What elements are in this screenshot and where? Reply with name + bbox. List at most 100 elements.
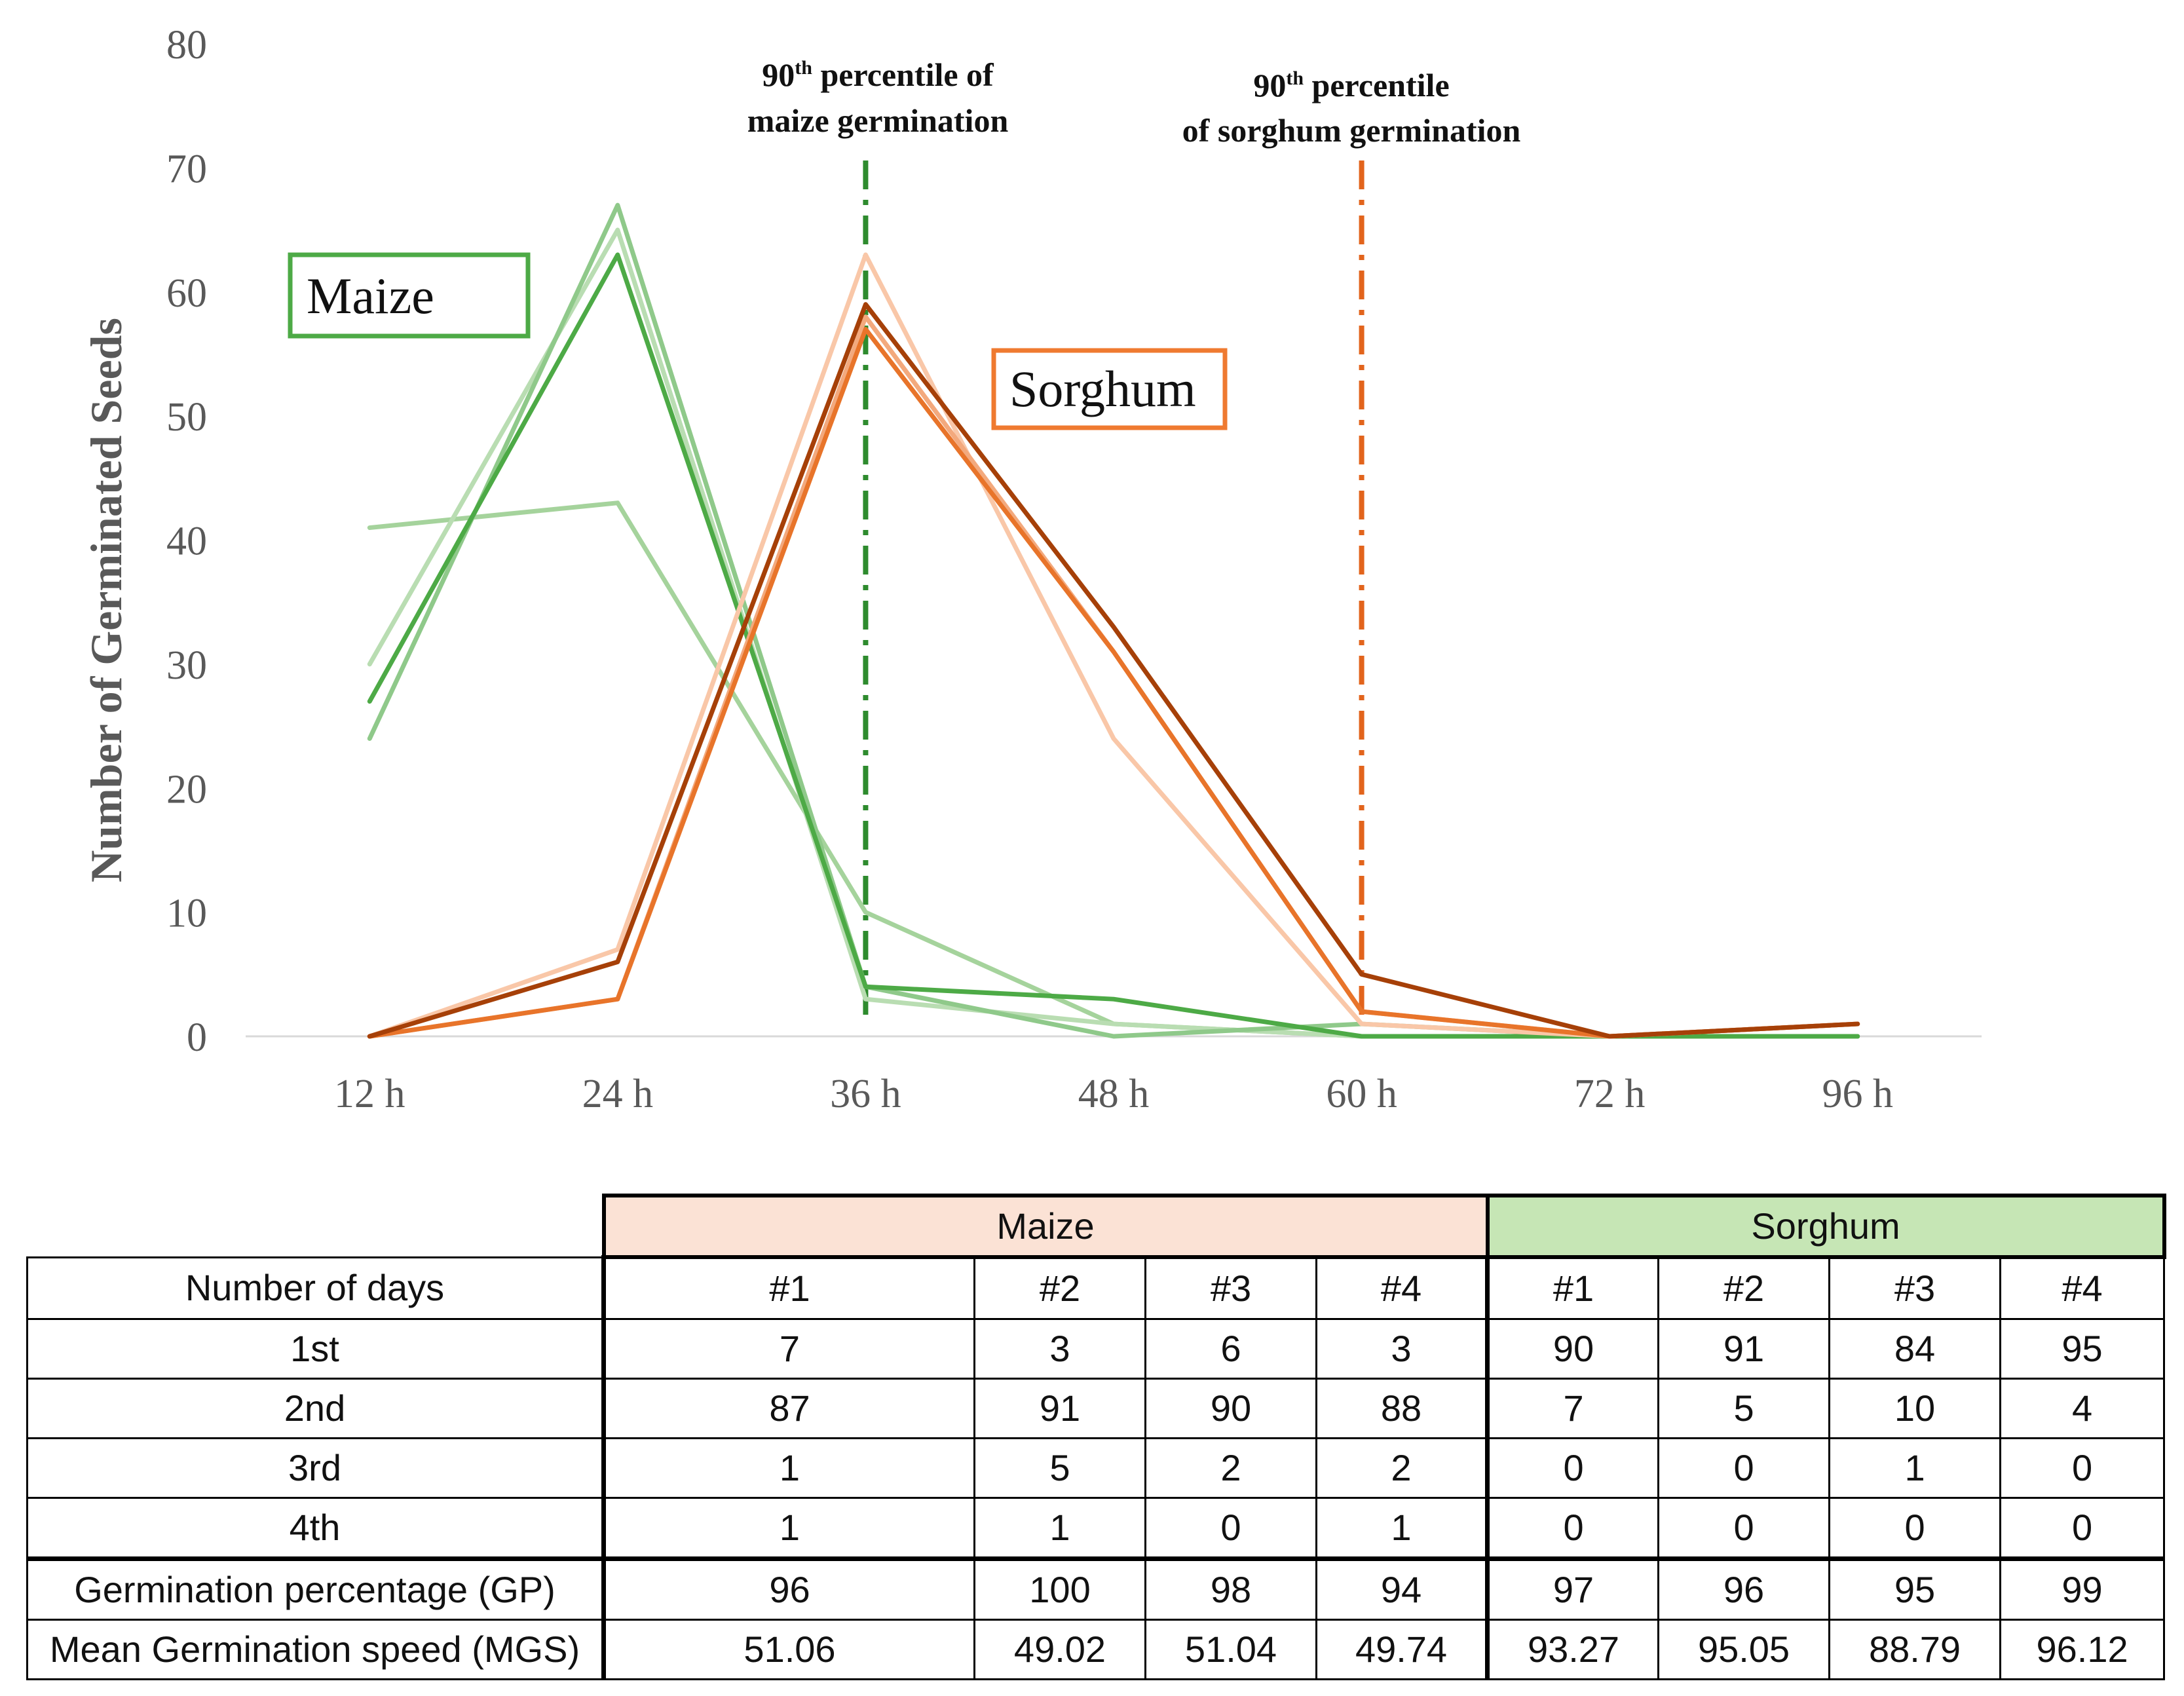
table-cell: 95 xyxy=(1999,1318,2166,1380)
table-cell: 1 xyxy=(601,1437,975,1499)
table-cell: 49.74 xyxy=(1315,1619,1490,1680)
column-header: #2 xyxy=(973,1256,1146,1320)
column-header: #3 xyxy=(1828,1256,2002,1320)
maize-90th-sup: th xyxy=(795,57,812,79)
table-cell: 95.05 xyxy=(1657,1619,1831,1680)
maize-90th-rest: percentile of xyxy=(812,56,994,93)
y-tick-label: 30 xyxy=(166,643,207,688)
table-cell: 96.12 xyxy=(1999,1619,2166,1680)
maize-label-text: Maize xyxy=(307,267,434,324)
series-line-maize xyxy=(367,202,1860,1039)
y-tick-label: 20 xyxy=(166,767,207,812)
table-cell: 90 xyxy=(1144,1378,1317,1439)
germination-table-container: Maize Sorghum Number of days #1 #2 #3 #4… xyxy=(26,1194,2166,1680)
sorghum-90th-label-line1: 90th percentile xyxy=(1253,67,1449,104)
table-cell: 1 xyxy=(601,1497,975,1560)
germination-table: Maize Sorghum Number of days #1 #2 #3 #4… xyxy=(26,1194,2166,1680)
table-cell: 2 xyxy=(1315,1437,1490,1499)
table-cell: 95 xyxy=(1828,1556,2002,1621)
row-label: 3rd xyxy=(26,1437,605,1499)
table-cell: 96 xyxy=(1657,1556,1831,1621)
column-header: #1 xyxy=(601,1256,975,1320)
x-tick-labels: 12 h 24 h 36 h 48 h 60 h 72 h 96 h xyxy=(334,1072,1893,1116)
table-row: Germination percentage (GP) 96 100 98 94… xyxy=(26,1556,2166,1621)
column-header: #1 xyxy=(1486,1256,1660,1320)
sorghum-group-header: Sorghum xyxy=(1485,1194,2166,1259)
germination-chart: 0 10 20 30 40 50 60 70 80 12 h 24 h 36 h 48 h 60 h 72… xyxy=(81,23,1982,1116)
table-cell: 1 xyxy=(973,1497,1146,1560)
table-cell: 90 xyxy=(1486,1318,1660,1380)
sorghum-90th-sup: th xyxy=(1286,67,1304,89)
row-label: 1st xyxy=(26,1318,605,1380)
y-tick-label: 10 xyxy=(166,892,207,936)
x-tick-label: 72 h xyxy=(1574,1072,1646,1116)
series-line-sorghum xyxy=(367,314,1860,1039)
maize-label-box xyxy=(288,252,531,339)
table-cell: 5 xyxy=(1657,1378,1831,1439)
series-lines xyxy=(367,202,1860,1039)
y-axis-label: Number of Germinated Seeds xyxy=(81,318,131,882)
x-tick-label: 36 h xyxy=(830,1072,901,1116)
y-tick-label: 40 xyxy=(166,519,207,564)
table-cell: 4 xyxy=(1999,1378,2166,1439)
table-cell: 87 xyxy=(601,1378,975,1439)
table-cell: 96 xyxy=(601,1556,975,1621)
table-cell: 94 xyxy=(1315,1556,1490,1621)
x-tick-label: 96 h xyxy=(1822,1072,1893,1116)
y-tick-label: 80 xyxy=(166,23,207,67)
maize-group-header: Maize xyxy=(601,1194,1490,1259)
y-tick-labels: 0 10 20 30 40 50 60 70 80 xyxy=(166,23,207,1060)
table-cell: 0 xyxy=(1657,1497,1831,1560)
table-cell: 84 xyxy=(1828,1318,2002,1380)
table-cell: 1 xyxy=(1828,1437,2002,1499)
table-cell: 88 xyxy=(1315,1378,1490,1439)
table-cell: 91 xyxy=(973,1378,1146,1439)
table-cell: 0 xyxy=(1828,1497,2002,1560)
table-row: 4th 1 1 0 1 0 0 0 0 xyxy=(26,1497,2166,1560)
table-cell: 100 xyxy=(973,1556,1146,1621)
table-cell: 0 xyxy=(1657,1437,1831,1499)
table-cell: 0 xyxy=(1999,1497,2166,1560)
table-row: Mean Germination speed (MGS) 51.06 49.02… xyxy=(26,1619,2166,1680)
reference-lines xyxy=(863,160,1365,1019)
sorghum-90th-rest: percentile xyxy=(1304,67,1450,104)
table-cell: 98 xyxy=(1144,1556,1317,1621)
table-row: 1st 7 3 6 3 90 91 84 95 xyxy=(26,1318,2166,1380)
table-row: 2nd 87 91 90 88 7 5 10 4 xyxy=(26,1378,2166,1439)
table-cell: 91 xyxy=(1657,1318,1831,1380)
x-tick-label: 24 h xyxy=(582,1072,654,1116)
row-label: 4th xyxy=(26,1497,605,1560)
x-tick-label: 60 h xyxy=(1326,1072,1397,1116)
y-tick-label: 50 xyxy=(166,395,207,440)
table-cell: 93.27 xyxy=(1486,1619,1660,1680)
table-cell: 97 xyxy=(1486,1556,1660,1621)
row-label: Mean Germination speed (MGS) xyxy=(26,1619,605,1680)
table-cell: 3 xyxy=(973,1318,1146,1380)
sorghum-90th-label-line2: of sorghum germination xyxy=(1182,112,1521,149)
x-tick-label: 12 h xyxy=(334,1072,405,1116)
table-cell: 0 xyxy=(1486,1437,1660,1499)
table-cell: 88.79 xyxy=(1828,1619,2002,1680)
column-header: #4 xyxy=(1315,1256,1490,1320)
group-header-row: Maize Sorghum xyxy=(27,1194,2166,1259)
column-header: #3 xyxy=(1144,1256,1317,1320)
y-tick-label: 60 xyxy=(166,271,207,316)
table-cell: 0 xyxy=(1999,1437,2166,1499)
row-label: 2nd xyxy=(26,1378,605,1439)
series-line-sorghum xyxy=(367,302,1860,1039)
table-cell: 51.06 xyxy=(601,1619,975,1680)
y-tick-label: 0 xyxy=(187,1015,207,1060)
maize-90th-label-line2: maize germination xyxy=(747,102,1009,139)
table-corner-cell xyxy=(27,1196,605,1258)
table-cell: 1 xyxy=(1315,1497,1490,1560)
column-header: #4 xyxy=(1999,1256,2166,1320)
series-line-sorghum xyxy=(367,327,1860,1039)
table-cell: 3 xyxy=(1315,1318,1490,1380)
table-cell: 10 xyxy=(1828,1378,2002,1439)
column-header: Number of days xyxy=(26,1256,605,1320)
maize-90th-number: 90 xyxy=(762,56,795,93)
table-row: 3rd 1 5 2 2 0 0 1 0 xyxy=(26,1437,2166,1499)
table-cell: 2 xyxy=(1144,1437,1317,1499)
table-cell: 6 xyxy=(1144,1318,1317,1380)
table-cell: 7 xyxy=(1486,1378,1660,1439)
